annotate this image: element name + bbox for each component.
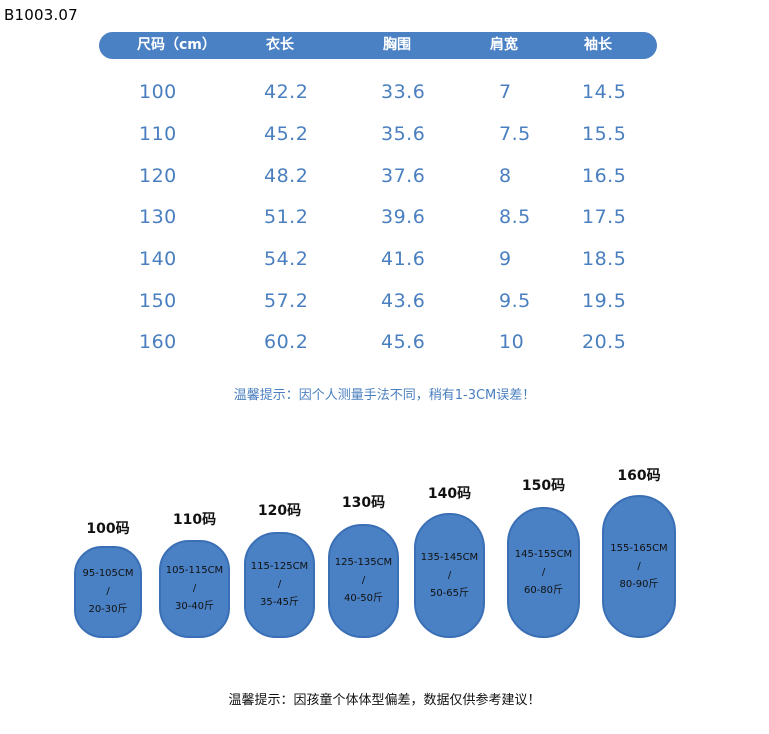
cell-length: 42.2 [264,81,309,103]
separator: / [637,560,641,572]
cell-length: 48.2 [264,165,309,187]
cell-chest: 35.6 [381,123,426,145]
cell-shoulder: 9.5 [499,290,531,312]
size-bubble: 115-125CM / 35-45斤 [244,532,315,638]
cell-size: 140 [139,248,177,270]
cell-sleeve: 20.5 [582,331,627,353]
separator: / [106,586,110,597]
weight-range: 50-65斤 [429,587,470,599]
cell-size: 130 [139,206,177,228]
size-card-130: 130码 125-135CM / 40-50斤 [328,492,399,640]
header-size: 尺码（cm） [137,37,216,53]
cell-shoulder: 7.5 [499,123,531,145]
cell-length: 60.2 [264,331,309,353]
size-card-150: 150码 145-155CM / 60-80斤 [507,475,580,640]
cell-size: 110 [139,123,177,145]
cell-sleeve: 15.5 [582,123,627,145]
weight-range: 60-80斤 [523,584,564,596]
separator: / [541,566,546,578]
cell-chest: 45.6 [381,331,426,353]
cell-sleeve: 16.5 [582,165,627,187]
table-row: 110 45.2 35.6 7.5 15.5 [0,123,769,153]
weight-range: 20-30斤 [88,604,128,615]
reference-note: 温馨提示：因孩童个体体型偏差，数据仅供参考建议！ [228,693,541,708]
size-bubble: 135-145CM / 50-65斤 [414,513,485,638]
table-row: 120 48.2 37.6 8 16.5 [0,165,769,195]
size-bubble: 125-135CM / 40-50斤 [328,524,399,638]
size-card-160: 160码 155-165CM / 80-90斤 [602,465,676,640]
weight-range: 35-45斤 [259,597,300,608]
product-code: B1003.07 [4,6,78,24]
height-range: 115-125CM [250,561,309,572]
height-range: 155-165CM [610,542,668,554]
size-bubble: 105-115CM / 30-40斤 [159,540,230,638]
weight-range: 80-90斤 [619,578,659,590]
cell-sleeve: 17.5 [582,206,627,228]
height-range: 95-105CM [82,568,134,579]
cell-size: 150 [139,290,177,312]
cell-length: 54.2 [264,248,309,270]
separator: / [277,579,282,590]
weight-range: 40-50斤 [343,593,384,604]
cell-size: 100 [139,81,177,103]
size-label: 130码 [341,495,386,511]
size-card-140: 140码 135-145CM / 50-65斤 [414,483,485,640]
cell-length: 45.2 [264,123,309,145]
cell-shoulder: 9 [499,248,512,270]
size-label: 120码 [257,503,302,519]
size-label: 160码 [617,468,661,484]
cell-length: 57.2 [264,290,309,312]
header-shoulder: 肩宽 [490,37,518,53]
cell-sleeve: 19.5 [582,290,627,312]
height-range: 125-135CM [334,557,393,568]
separator: / [192,583,197,594]
cell-chest: 39.6 [381,206,426,228]
cell-shoulder: 7 [499,81,512,103]
cell-chest: 41.6 [381,248,426,270]
cell-sleeve: 18.5 [582,248,627,270]
table-row: 100 42.2 33.6 7 14.5 [0,81,769,111]
height-range: 145-155CM [514,548,573,560]
size-card-120: 120码 115-125CM / 35-45斤 [244,500,315,640]
table-row: 130 51.2 39.6 8.5 17.5 [0,206,769,236]
cell-sleeve: 14.5 [582,81,627,103]
cell-size: 160 [139,331,177,353]
header-length: 衣长 [266,37,294,53]
header-chest: 胸围 [383,37,411,53]
height-range: 135-145CM [420,551,479,563]
size-label: 140码 [427,486,472,502]
table-row: 150 57.2 43.6 9.5 19.5 [0,290,769,320]
separator: / [361,575,366,586]
table-row: 140 54.2 41.6 9 18.5 [0,248,769,278]
cell-chest: 43.6 [381,290,426,312]
cell-chest: 37.6 [381,165,426,187]
size-bubble: 145-155CM / 60-80斤 [507,507,580,638]
cell-shoulder: 8 [499,165,512,187]
size-label: 150码 [521,478,566,494]
size-bubble: 155-165CM / 80-90斤 [602,495,676,638]
size-bubble: 95-105CM / 20-30斤 [74,546,142,638]
size-card-110: 110码 105-115CM / 30-40斤 [159,509,230,640]
cell-shoulder: 8.5 [499,206,531,228]
size-label: 110码 [172,512,217,528]
size-card-100: 100码 95-105CM / 20-30斤 [74,518,142,640]
header-sleeve: 袖长 [584,37,612,53]
cell-size: 120 [139,165,177,187]
measurement-note: 温馨提示：因个人测量手法不同，稍有1-3CM误差！ [233,388,536,403]
size-label: 100码 [86,521,130,537]
separator: / [447,569,452,581]
table-row: 160 60.2 45.6 10 20.5 [0,331,769,361]
cell-chest: 33.6 [381,81,426,103]
weight-range: 30-40斤 [174,601,215,612]
cell-shoulder: 10 [499,331,525,353]
cell-length: 51.2 [264,206,309,228]
height-range: 105-115CM [165,565,224,576]
table-header: 尺码（cm） 衣长 胸围 肩宽 袖长 [99,32,657,59]
